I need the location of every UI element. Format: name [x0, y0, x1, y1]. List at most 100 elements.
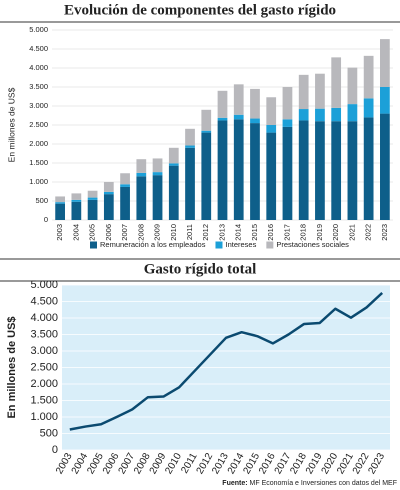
- y-tick-label: 3.000: [30, 345, 58, 357]
- bar-segment: [185, 145, 195, 148]
- bar-segment: [136, 176, 147, 220]
- bar-segment: [120, 173, 130, 185]
- y-tick-label: 2.000: [30, 378, 58, 390]
- x-tick-label: 2020: [331, 224, 340, 241]
- x-tick-label: 2023: [380, 224, 389, 241]
- bar-segment: [168, 165, 179, 220]
- bar-segment: [282, 87, 293, 120]
- y-tick-label: 500: [35, 196, 48, 205]
- bar-segment: [315, 73, 325, 109]
- bar-segment: [331, 107, 342, 122]
- bar-segment: [217, 90, 228, 118]
- y-tick-label: 3.500: [29, 82, 48, 91]
- bar-segment: [87, 190, 98, 198]
- x-tick-label: 2017: [282, 224, 291, 241]
- y-tick-label: 5.000: [30, 279, 58, 291]
- bar-segment: [298, 109, 309, 121]
- bar-segment: [233, 114, 244, 120]
- y-tick-label: 4.000: [30, 312, 58, 324]
- bar-segment: [315, 121, 325, 220]
- bar-segment: [201, 130, 212, 133]
- legend-label: Remuneración a los empleados: [100, 240, 206, 249]
- bar-segment: [120, 184, 130, 187]
- bar-segment: [136, 172, 147, 177]
- y-tick-label: 5.000: [29, 25, 48, 34]
- y-tick-label: 500: [40, 427, 58, 439]
- x-tick-label: 2006: [104, 224, 113, 241]
- bar-segment: [103, 194, 114, 220]
- bar-segment: [103, 191, 114, 195]
- legend-label: Prestaciones sociales: [276, 240, 349, 249]
- bar-segment: [363, 117, 374, 220]
- bar-segment: [185, 128, 195, 146]
- bar-segment: [136, 159, 147, 173]
- bar-segment: [298, 120, 309, 220]
- x-tick-label: 2004: [71, 224, 80, 241]
- x-tick-label: 2016: [266, 224, 275, 241]
- bar-segment: [347, 104, 358, 122]
- source-text: MF Economía e Inversiones con datos del …: [250, 480, 397, 487]
- bar-segment: [87, 199, 98, 220]
- legend-swatch: [215, 241, 223, 249]
- x-tick-label: 2003: [55, 224, 64, 241]
- bar-segment: [233, 84, 244, 115]
- bar-segment: [87, 197, 98, 200]
- y-tick-label: 1.500: [29, 158, 48, 167]
- y-tick-label: 1.500: [30, 394, 58, 406]
- x-tick-label: 2019: [315, 224, 324, 241]
- bar-segment: [250, 118, 260, 124]
- bar-segment: [55, 196, 65, 203]
- bar-segment: [152, 158, 163, 173]
- x-tick-label: 2012: [201, 224, 210, 241]
- x-tick-label: 2013: [217, 224, 226, 241]
- bar-segment: [55, 203, 65, 220]
- bar-segment: [71, 201, 82, 220]
- bar-segment: [71, 193, 82, 200]
- bar-segment: [380, 39, 390, 87]
- bar-segment: [120, 186, 130, 220]
- bar-segment: [250, 123, 260, 220]
- bar-segment: [347, 121, 358, 220]
- bar-segment: [103, 182, 114, 192]
- y-axis-label: En millones de US$: [6, 87, 16, 162]
- bar-segment: [282, 126, 293, 220]
- line: [69, 292, 384, 431]
- x-tick-label: 2008: [136, 224, 145, 241]
- y-tick-label: 2.500: [29, 120, 48, 129]
- bar-segment: [331, 121, 342, 220]
- bar-segment: [71, 199, 82, 202]
- source: Fuente: MF Economía e Inversiones con da…: [222, 480, 397, 487]
- y-tick-label: 4.500: [30, 295, 58, 307]
- x-tick-label: 2007: [120, 224, 129, 241]
- bar-segment: [298, 74, 309, 110]
- x-tick-label: 2018: [299, 224, 308, 241]
- y-tick-label: 4.000: [29, 63, 48, 72]
- chart-title: Gasto rígido total: [144, 261, 257, 277]
- y-tick-label: 3.500: [30, 328, 58, 340]
- source-label: Fuente:: [222, 480, 247, 487]
- bar-segment: [315, 108, 325, 122]
- legend-swatch: [266, 241, 274, 249]
- y-tick-label: 4.500: [29, 44, 48, 53]
- bar-segment: [250, 88, 260, 119]
- legend-label: Intereses: [225, 240, 256, 249]
- x-tick-label: 2010: [169, 224, 178, 241]
- x-tick-label: 2021: [347, 224, 356, 241]
- bar-segment: [331, 57, 342, 108]
- y-tick-label: 2.000: [29, 139, 48, 148]
- x-tick-label: 2022: [364, 224, 373, 241]
- bar-segment: [380, 113, 390, 220]
- x-tick-label: 2014: [234, 224, 243, 241]
- bar-segment: [201, 132, 212, 220]
- y-tick-label: 1.000: [29, 177, 48, 186]
- bar-segment: [363, 55, 374, 99]
- bar-segment: [152, 172, 163, 176]
- bar-segment: [347, 67, 358, 105]
- bar-segment: [152, 175, 163, 220]
- bar-segment: [363, 98, 374, 118]
- x-tick-label: 2005: [88, 224, 97, 241]
- bar-segment: [266, 125, 277, 133]
- y-axis-label: En millones de US$: [6, 316, 18, 418]
- bar-segment: [266, 97, 277, 125]
- bar-segment: [217, 120, 228, 220]
